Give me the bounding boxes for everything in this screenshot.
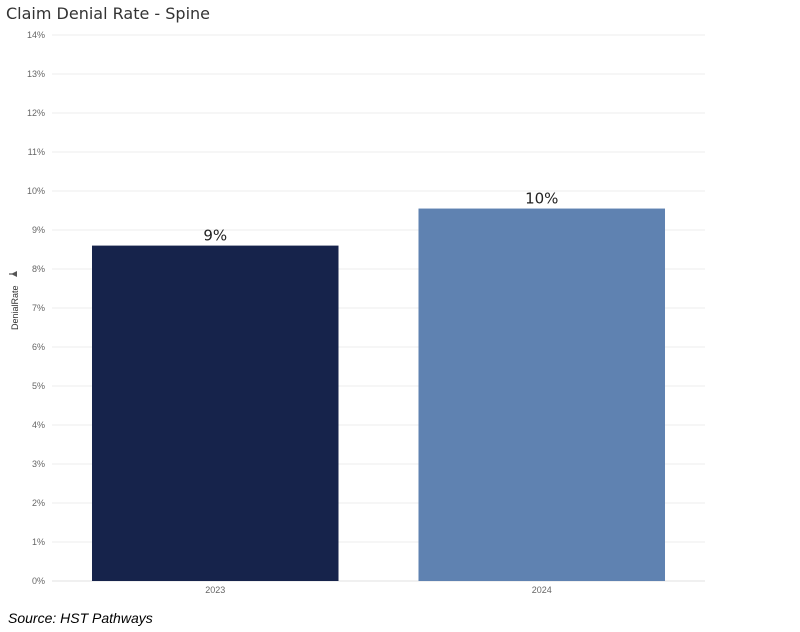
y-tick-label: 2% bbox=[32, 498, 45, 508]
y-tick-label: 3% bbox=[32, 459, 45, 469]
chart-title: Claim Denial Rate - Spine bbox=[6, 4, 210, 23]
y-tick-label: 13% bbox=[27, 69, 45, 79]
y-axis-title[interactable]: DenialRate bbox=[10, 285, 20, 330]
x-axis-ticks: 2023 2024 bbox=[205, 585, 552, 595]
bar-2023[interactable] bbox=[91, 245, 339, 581]
y-tick-label: 8% bbox=[32, 264, 45, 274]
y-tick-label: 11% bbox=[28, 147, 45, 157]
y-tick-label: 10% bbox=[27, 186, 45, 196]
y-tick-label: 1% bbox=[32, 537, 45, 547]
source-note: Source: HST Pathways bbox=[8, 610, 153, 626]
sort-descending-icon[interactable] bbox=[9, 271, 17, 277]
y-tick-label: 0% bbox=[32, 576, 45, 586]
x-tick-label: 2024 bbox=[532, 585, 552, 595]
y-tick-label: 14% bbox=[27, 30, 45, 40]
data-label-2024: 10% bbox=[525, 190, 558, 208]
x-tick-label: 2023 bbox=[205, 585, 225, 595]
y-tick-label: 7% bbox=[32, 303, 45, 313]
y-axis-ticks: 0% 1% 2% 3% 4% 5% 6% 7% 8% 9% 10% 11% 12% 13% 14% bbox=[27, 30, 45, 586]
bar-2024[interactable] bbox=[418, 208, 666, 582]
y-axis-title-group[interactable]: DenialRate bbox=[9, 271, 20, 330]
y-tick-label: 9% bbox=[32, 225, 45, 235]
data-label-2023: 9% bbox=[203, 227, 227, 245]
y-tick-label: 6% bbox=[32, 342, 45, 352]
data-labels: 9% 10% bbox=[203, 190, 558, 245]
bars bbox=[91, 208, 666, 582]
y-tick-label: 4% bbox=[32, 420, 45, 430]
y-tick-label: 12% bbox=[27, 108, 45, 118]
y-tick-label: 5% bbox=[32, 381, 45, 391]
